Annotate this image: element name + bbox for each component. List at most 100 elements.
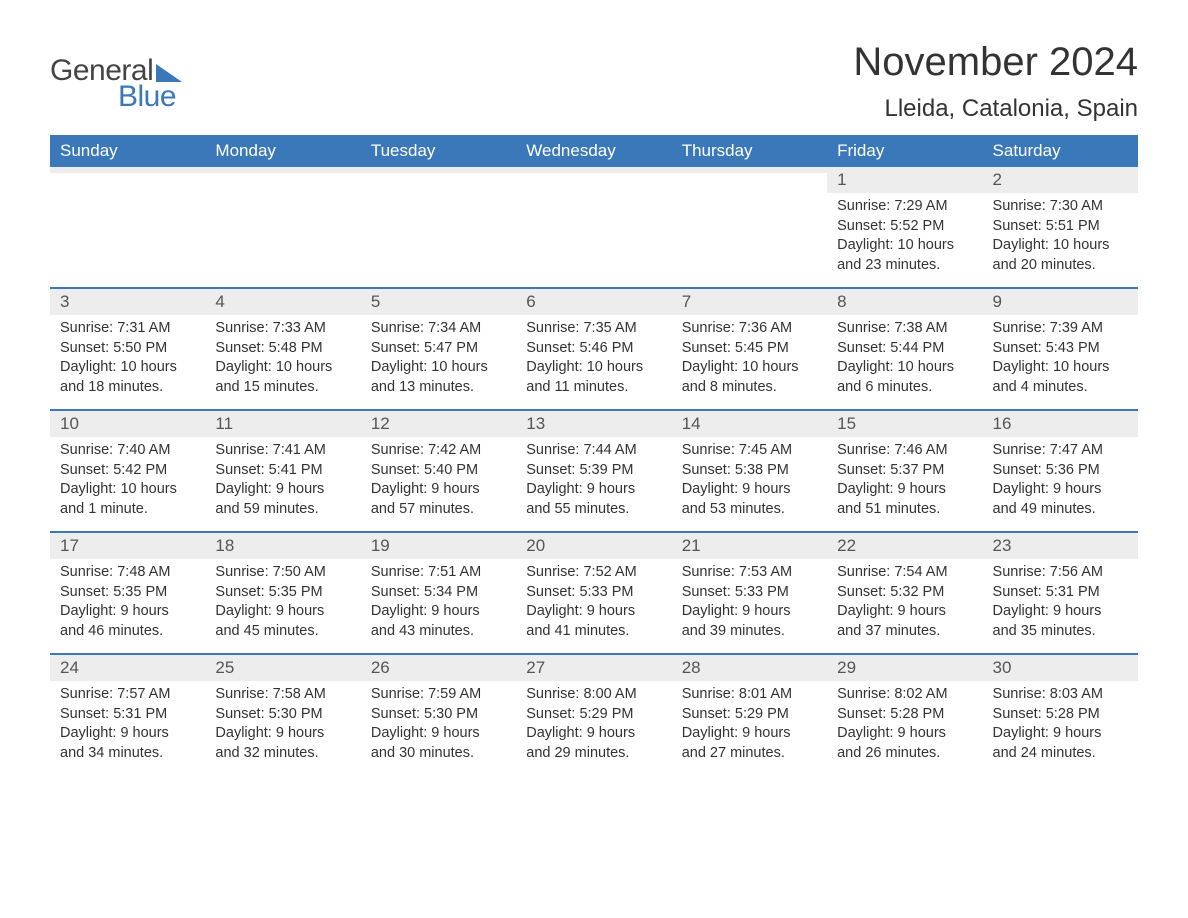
sunset-line: Sunset: 5:34 PM (371, 583, 506, 603)
sunrise-line: Sunrise: 7:57 AM (60, 685, 195, 705)
sunrise-line: Sunrise: 7:53 AM (682, 563, 817, 583)
day-details: Sunrise: 7:48 AMSunset: 5:35 PMDaylight:… (50, 559, 205, 651)
sunset-line: Sunset: 5:52 PM (837, 217, 972, 237)
day-details: Sunrise: 7:34 AMSunset: 5:47 PMDaylight:… (361, 315, 516, 407)
daylight-line: Daylight: 9 hours and 51 minutes. (837, 480, 972, 519)
day-details: Sunrise: 7:51 AMSunset: 5:34 PMDaylight:… (361, 559, 516, 651)
day-number: 17 (50, 533, 205, 559)
sunrise-line: Sunrise: 7:50 AM (215, 563, 350, 583)
sunrise-line: Sunrise: 8:01 AM (682, 685, 817, 705)
day-number: 3 (50, 289, 205, 315)
day-details: Sunrise: 8:00 AMSunset: 5:29 PMDaylight:… (516, 681, 671, 773)
day-number: 10 (50, 411, 205, 437)
title-block: November 2024 Lleida, Catalonia, Spain (853, 40, 1138, 123)
calendar-cell: 23Sunrise: 7:56 AMSunset: 5:31 PMDayligh… (983, 533, 1138, 653)
logo: General Blue (50, 54, 182, 114)
sunset-line: Sunset: 5:29 PM (682, 705, 817, 725)
sunrise-line: Sunrise: 8:02 AM (837, 685, 972, 705)
calendar-cell: 20Sunrise: 7:52 AMSunset: 5:33 PMDayligh… (516, 533, 671, 653)
sunset-line: Sunset: 5:42 PM (60, 461, 195, 481)
sunset-line: Sunset: 5:28 PM (837, 705, 972, 725)
day-number: 30 (983, 655, 1138, 681)
day-details: Sunrise: 7:57 AMSunset: 5:31 PMDaylight:… (50, 681, 205, 773)
sunrise-line: Sunrise: 7:51 AM (371, 563, 506, 583)
day-number: 11 (205, 411, 360, 437)
calendar-week: 17Sunrise: 7:48 AMSunset: 5:35 PMDayligh… (50, 531, 1138, 653)
calendar-cell: 19Sunrise: 7:51 AMSunset: 5:34 PMDayligh… (361, 533, 516, 653)
day-number: 15 (827, 411, 982, 437)
daylight-line: Daylight: 9 hours and 26 minutes. (837, 724, 972, 763)
calendar-cell: 12Sunrise: 7:42 AMSunset: 5:40 PMDayligh… (361, 411, 516, 531)
sunset-line: Sunset: 5:38 PM (682, 461, 817, 481)
sunrise-line: Sunrise: 7:36 AM (682, 319, 817, 339)
sunrise-line: Sunrise: 7:35 AM (526, 319, 661, 339)
calendar-week: 10Sunrise: 7:40 AMSunset: 5:42 PMDayligh… (50, 409, 1138, 531)
daylight-line: Daylight: 9 hours and 35 minutes. (993, 602, 1128, 641)
day-details: Sunrise: 8:02 AMSunset: 5:28 PMDaylight:… (827, 681, 982, 773)
sunrise-line: Sunrise: 7:29 AM (837, 197, 972, 217)
sunrise-line: Sunrise: 7:59 AM (371, 685, 506, 705)
day-number: 9 (983, 289, 1138, 315)
sunset-line: Sunset: 5:47 PM (371, 339, 506, 359)
day-details: Sunrise: 7:29 AMSunset: 5:52 PMDaylight:… (827, 193, 982, 285)
daylight-line: Daylight: 9 hours and 37 minutes. (837, 602, 972, 641)
daylight-line: Daylight: 10 hours and 4 minutes. (993, 358, 1128, 397)
daylight-line: Daylight: 9 hours and 45 minutes. (215, 602, 350, 641)
day-details: Sunrise: 7:41 AMSunset: 5:41 PMDaylight:… (205, 437, 360, 529)
calendar-week: 3Sunrise: 7:31 AMSunset: 5:50 PMDaylight… (50, 287, 1138, 409)
sunrise-line: Sunrise: 7:30 AM (993, 197, 1128, 217)
calendar-cell: 27Sunrise: 8:00 AMSunset: 5:29 PMDayligh… (516, 655, 671, 775)
day-number: 29 (827, 655, 982, 681)
sunset-line: Sunset: 5:35 PM (215, 583, 350, 603)
calendar-cell: 17Sunrise: 7:48 AMSunset: 5:35 PMDayligh… (50, 533, 205, 653)
sunset-line: Sunset: 5:41 PM (215, 461, 350, 481)
sunrise-line: Sunrise: 7:56 AM (993, 563, 1128, 583)
sunset-line: Sunset: 5:51 PM (993, 217, 1128, 237)
day-number: 25 (205, 655, 360, 681)
sunset-line: Sunset: 5:35 PM (60, 583, 195, 603)
weekday-header: Sunday (50, 135, 205, 167)
sunrise-line: Sunrise: 7:33 AM (215, 319, 350, 339)
weekday-header: Saturday (983, 135, 1138, 167)
day-details: Sunrise: 7:31 AMSunset: 5:50 PMDaylight:… (50, 315, 205, 407)
day-number: 13 (516, 411, 671, 437)
calendar-cell: 14Sunrise: 7:45 AMSunset: 5:38 PMDayligh… (672, 411, 827, 531)
calendar-cell: 22Sunrise: 7:54 AMSunset: 5:32 PMDayligh… (827, 533, 982, 653)
calendar-cell: 26Sunrise: 7:59 AMSunset: 5:30 PMDayligh… (361, 655, 516, 775)
day-details: Sunrise: 7:58 AMSunset: 5:30 PMDaylight:… (205, 681, 360, 773)
daylight-line: Daylight: 9 hours and 53 minutes. (682, 480, 817, 519)
day-number: 24 (50, 655, 205, 681)
daylight-line: Daylight: 9 hours and 32 minutes. (215, 724, 350, 763)
sunrise-line: Sunrise: 8:00 AM (526, 685, 661, 705)
daylight-line: Daylight: 9 hours and 55 minutes. (526, 480, 661, 519)
day-number: 2 (983, 167, 1138, 193)
sunset-line: Sunset: 5:45 PM (682, 339, 817, 359)
month-title: November 2024 (853, 40, 1138, 85)
calendar-week: 24Sunrise: 7:57 AMSunset: 5:31 PMDayligh… (50, 653, 1138, 775)
day-details: Sunrise: 7:40 AMSunset: 5:42 PMDaylight:… (50, 437, 205, 529)
sunrise-line: Sunrise: 7:38 AM (837, 319, 972, 339)
day-number: 22 (827, 533, 982, 559)
weekday-header: Tuesday (361, 135, 516, 167)
sunrise-line: Sunrise: 7:46 AM (837, 441, 972, 461)
weekday-header: Monday (205, 135, 360, 167)
day-number: 7 (672, 289, 827, 315)
day-details: Sunrise: 7:50 AMSunset: 5:35 PMDaylight:… (205, 559, 360, 651)
sunrise-line: Sunrise: 7:42 AM (371, 441, 506, 461)
sunrise-line: Sunrise: 7:34 AM (371, 319, 506, 339)
day-details: Sunrise: 7:54 AMSunset: 5:32 PMDaylight:… (827, 559, 982, 651)
sunrise-line: Sunrise: 7:41 AM (215, 441, 350, 461)
sunrise-line: Sunrise: 8:03 AM (993, 685, 1128, 705)
sunrise-line: Sunrise: 7:45 AM (682, 441, 817, 461)
calendar-cell (205, 167, 360, 287)
logo-word2: Blue (118, 80, 176, 114)
calendar-cell (361, 167, 516, 287)
sunset-line: Sunset: 5:31 PM (60, 705, 195, 725)
page-header: General Blue November 2024 Lleida, Catal… (50, 40, 1138, 123)
sunrise-line: Sunrise: 7:47 AM (993, 441, 1128, 461)
sunset-line: Sunset: 5:40 PM (371, 461, 506, 481)
day-number: 20 (516, 533, 671, 559)
day-number: 26 (361, 655, 516, 681)
daylight-line: Daylight: 10 hours and 18 minutes. (60, 358, 195, 397)
sunset-line: Sunset: 5:32 PM (837, 583, 972, 603)
